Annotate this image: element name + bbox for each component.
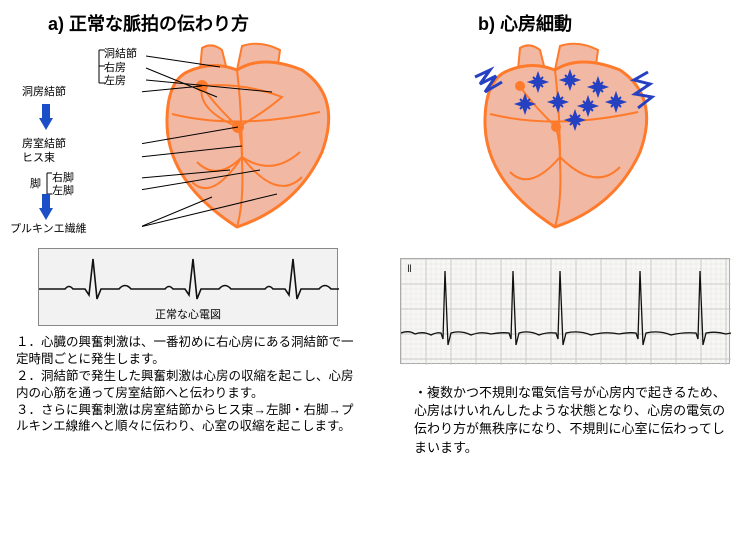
desc-a-1: １．心臓の興奮刺激は、一番初めに右心房にある洞結節で一定時間ごとに発生します。 (16, 334, 358, 368)
panel-normal: a) 正常な脈拍の伝わり方 (12, 0, 362, 435)
arrow-2 (39, 208, 53, 220)
ecg-normal-svg (39, 249, 339, 313)
desc-a-3: ３．さらに興奮刺激は房室結節からヒス束→左脚・右脚→プルキンエ線維へと順々に伝わ… (16, 402, 358, 436)
ecg-normal-caption: 正常な心電図 (39, 306, 337, 322)
label-his: ヒス束 (22, 152, 55, 164)
label-bundle: 脚 (30, 178, 41, 190)
ecg-afib-svg: Ⅱ (401, 259, 731, 365)
label-bracket-top (97, 45, 147, 87)
ecg-afib: Ⅱ (400, 258, 730, 364)
label-av-node: 房室結節 (22, 138, 66, 150)
label-purkinje: プルキンエ繊維 (10, 223, 87, 235)
heart-normal-svg (142, 42, 352, 237)
desc-a: １．心臓の興奮刺激は、一番初めに右心房にある洞結節で一定時間ごとに発生します。 … (12, 326, 362, 435)
title-b: b) 心房細動 (400, 0, 735, 42)
label-sa-node: 洞房結節 (22, 86, 66, 98)
title-a: a) 正常な脈拍の伝わり方 (12, 0, 362, 42)
heart-diagram-normal: 洞房結節 洞結節 右房 左房 房室結節 ヒス束 脚 右脚 左脚 プルキンエ繊維 (12, 42, 362, 242)
desc-b: ・複数かつ不規則な電気信号が心房内で起きるため、心房はけいれんしたような状態とな… (400, 364, 735, 457)
arrow-1 (39, 118, 53, 130)
heart-diagram-afib (400, 42, 735, 240)
heart-afib-svg (430, 42, 720, 237)
arrow-stem-1 (42, 104, 50, 118)
label-bracket-mid (45, 170, 85, 198)
arrow-stem-2 (42, 194, 50, 208)
ecg-normal: 正常な心電図 (38, 248, 338, 326)
panel-afib: b) 心房細動 (400, 0, 735, 457)
desc-a-2: ２．洞結節で発生した興奮刺激は心房の収縮を起こし、心房内の心筋を通って房室結節へ… (16, 368, 358, 402)
lead-label: Ⅱ (407, 264, 412, 275)
